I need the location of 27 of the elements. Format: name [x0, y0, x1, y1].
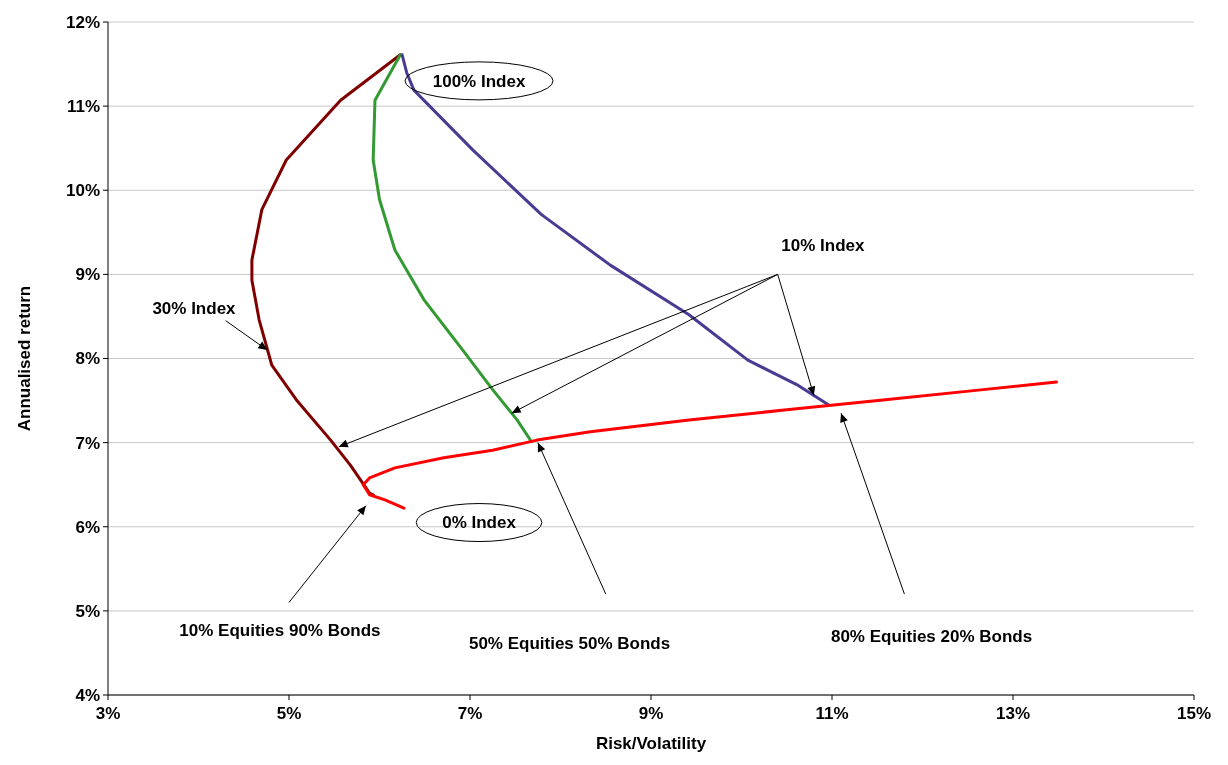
x-tick-label: 7%	[457, 704, 483, 723]
x-tick-label: 5%	[276, 704, 302, 723]
x-tick-label: 9%	[638, 704, 664, 723]
y-tick-label: 5%	[75, 601, 100, 621]
annotation: 100% Index	[432, 71, 526, 91]
y-tick-label: 11%	[66, 97, 100, 117]
line-series	[250, 53, 402, 497]
x-tick-label: 15%	[1176, 704, 1212, 723]
x-axis-title: Risk/Volatility	[595, 734, 707, 753]
annotation: 80% Equities 20% Bonds	[830, 627, 1033, 647]
annotation: 50% Equities 50% Bonds	[468, 633, 671, 653]
y-tick-label: 9%	[75, 265, 100, 285]
x-tick-label: 11%	[815, 704, 849, 723]
annotation: 0% Index	[442, 513, 517, 533]
y-tick-label: 7%	[75, 433, 100, 453]
y-tick-label: 8%	[75, 349, 100, 369]
line-series	[361, 380, 1058, 510]
y-tick-label: 4%	[75, 685, 100, 705]
annotation: 10% Index	[781, 235, 866, 255]
y-axis-title: Annualised return	[15, 285, 34, 432]
annotation: 10% Equities 90% Bonds	[179, 621, 381, 641]
y-tick-label: 12%	[65, 12, 100, 32]
annotation: 30% Index	[152, 298, 237, 318]
x-tick-label: 13%	[995, 704, 1031, 723]
x-tick-label: 3%	[95, 704, 121, 723]
y-tick-label: 10%	[65, 181, 100, 201]
y-tick-label: 6%	[75, 517, 100, 537]
